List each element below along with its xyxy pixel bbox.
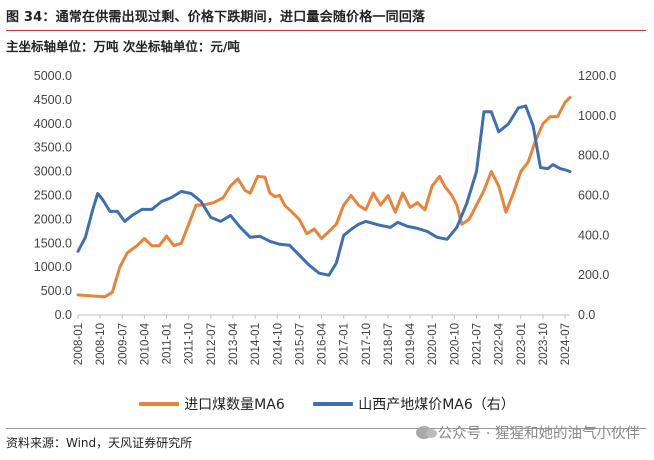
legend-label-price: 山西产地煤价MA6（右） — [358, 397, 515, 413]
y-left-tick-label: 1000.0 — [34, 260, 72, 274]
x-tick-label: 2018-07 — [383, 323, 395, 365]
x-tick-label: 2008-01 — [73, 323, 85, 365]
x-tick-label: 2024-07 — [560, 323, 572, 365]
x-tick-label: 2008-10 — [95, 323, 107, 365]
y-right-tick-label: 0.0 — [578, 308, 595, 322]
x-ticks: 2008-01 2008-10 2009-07 2010-04 2011-01 2011-… — [73, 314, 572, 365]
x-tick-label: 2017-10 — [361, 323, 373, 365]
x-tick-label: 2011-01 — [162, 323, 174, 364]
x-tick-label: 2015-07 — [294, 323, 306, 365]
line-chart: 0.0 500.0 1000.0 1500.0 2000.0 2500.0 3000.0 35… — [34, 69, 617, 365]
y-left-tick-label: 5000.0 — [34, 69, 72, 83]
x-tick-label: 2016-04 — [317, 322, 329, 365]
x-tick-label: 2020-01 — [427, 323, 439, 365]
y-right-tick-label: 1200.0 — [578, 69, 616, 83]
x-tick-label: 2017-01 — [339, 323, 351, 365]
legend-swatch-price — [313, 402, 354, 406]
x-tick-label: 2013-04 — [228, 322, 240, 365]
figure-subtitle: 主坐标轴单位：万吨 次坐标轴单位：元/吨 — [6, 39, 240, 54]
x-tick-label: 2009-07 — [117, 323, 129, 365]
y-right-tick-label: 1000.0 — [578, 109, 616, 123]
y-right-ticks: 0.0 200.0 400.0 600.0 800.0 1000.0 1200.0 — [578, 69, 616, 322]
x-tick-label: 2011-10 — [184, 323, 196, 364]
series-lines — [76, 96, 572, 299]
x-tick-label: 2023-10 — [538, 323, 550, 365]
y-right-tick-label: 400.0 — [578, 228, 609, 242]
x-tick-label: 2010-04 — [139, 322, 151, 365]
x-tick-label: 2023-01 — [516, 323, 528, 365]
x-tick-label: 2014-10 — [272, 323, 284, 365]
series-line-price — [76, 104, 572, 277]
wechat-icon — [415, 426, 437, 439]
y-left-ticks: 0.0 500.0 1000.0 1500.0 2000.0 2500.0 3000.0 35… — [34, 69, 72, 322]
figure-title: 图 34：通常在供需出现过剩、价格下跌期间，进口量会随价格一同回落 — [6, 6, 646, 31]
y-left-tick-label: 2500.0 — [34, 189, 72, 203]
x-tick-label: 2019-04 — [405, 322, 417, 365]
y-left-tick-label: 4000.0 — [34, 117, 72, 131]
x-tick-label: 2021-07 — [472, 323, 484, 365]
x-tick-label: 2012-07 — [206, 323, 218, 365]
legend-label-imports: 进口煤数量MA6 — [184, 397, 285, 413]
source-note: 资料来源：Wind，天风证券研究所 — [6, 428, 646, 451]
y-right-tick-label: 600.0 — [578, 189, 609, 203]
x-tick-label: 2022-04 — [494, 322, 506, 365]
y-left-tick-label: 1500.0 — [34, 236, 72, 250]
watermark: 公众号 · 猩猩和她的油气小伙伴 — [415, 422, 640, 443]
x-tick-label: 2014-01 — [250, 323, 262, 365]
watermark-text: 公众号 · 猩猩和她的油气小伙伴 — [437, 426, 640, 442]
legend-swatch-imports — [139, 402, 180, 406]
legend-item-imports: 进口煤数量MA6 — [139, 394, 285, 414]
y-left-tick-label: 500.0 — [41, 284, 72, 298]
y-left-tick-label: 2000.0 — [34, 212, 72, 226]
y-right-tick-label: 800.0 — [578, 149, 609, 163]
y-left-tick-label: 0.0 — [55, 308, 72, 322]
legend: 进口煤数量MA6 山西产地煤价MA6（右） — [0, 394, 654, 414]
y-right-tick-label: 200.0 — [578, 268, 609, 282]
x-tick-label: 2020-10 — [449, 323, 461, 365]
y-left-tick-label: 3500.0 — [34, 141, 72, 155]
y-left-tick-label: 3000.0 — [34, 165, 72, 179]
series-line-imports — [76, 96, 572, 299]
legend-item-price: 山西产地煤价MA6（右） — [313, 394, 515, 414]
y-left-tick-label: 4500.0 — [34, 93, 72, 107]
